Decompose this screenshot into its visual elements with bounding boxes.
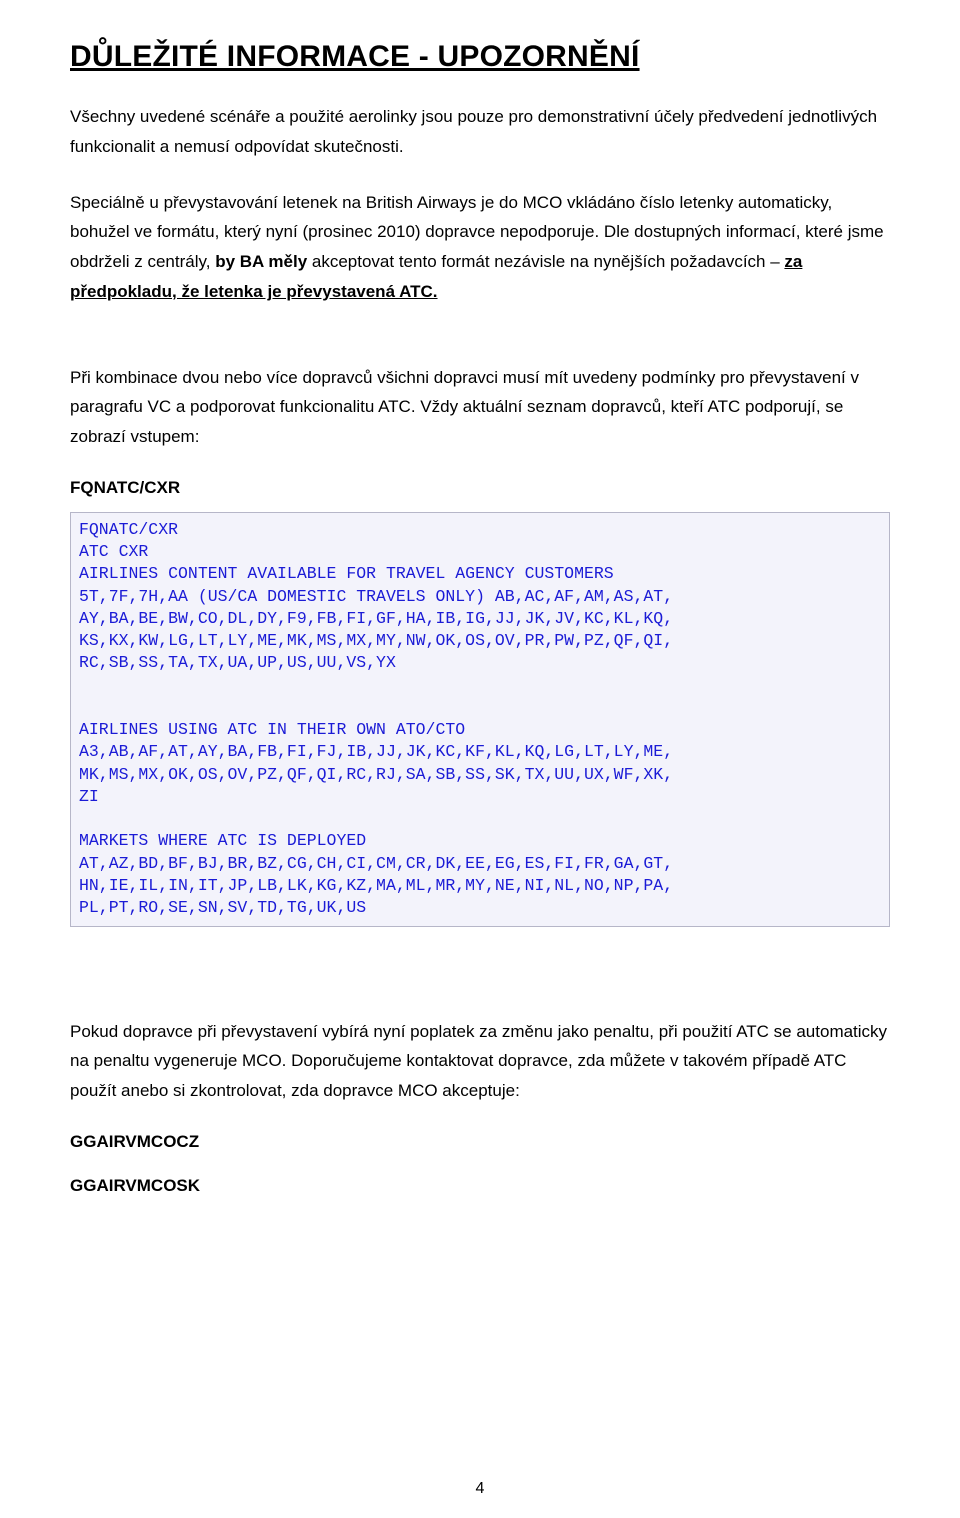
page-number: 4 xyxy=(0,1480,960,1498)
ba-info-paragraph: Speciálně u převystavování letenek na Br… xyxy=(70,188,890,307)
document-page: DŮLEŽITÉ INFORMACE - UPOZORNĚNÍ Všechny … xyxy=(0,0,960,1518)
terminal-output: FQNATC/CXR ATC CXR AIRLINES CONTENT AVAI… xyxy=(70,512,890,927)
intro-paragraph: Všechny uvedené scénáře a použité aeroli… xyxy=(70,102,890,162)
command-ggairvmcocz: GGAIRVMCOCZ xyxy=(70,1132,890,1152)
para2-part-c: akceptovat tento formát nezávisle na nyn… xyxy=(307,252,784,271)
multi-carrier-paragraph: Při kombinace dvou nebo více dopravců vš… xyxy=(70,363,890,452)
spacer xyxy=(70,967,890,1017)
spacer xyxy=(70,1166,890,1176)
command-fqnatc: FQNATC/CXR xyxy=(70,478,890,498)
page-title: DŮLEŽITÉ INFORMACE - UPOZORNĚNÍ xyxy=(70,40,890,74)
command-ggairvmcosk: GGAIRVMCOSK xyxy=(70,1176,890,1196)
spacer xyxy=(70,333,890,363)
penalty-paragraph: Pokud dopravce při převystavení vybírá n… xyxy=(70,1017,890,1106)
para2-part-b-bold: by BA měly xyxy=(215,252,307,271)
